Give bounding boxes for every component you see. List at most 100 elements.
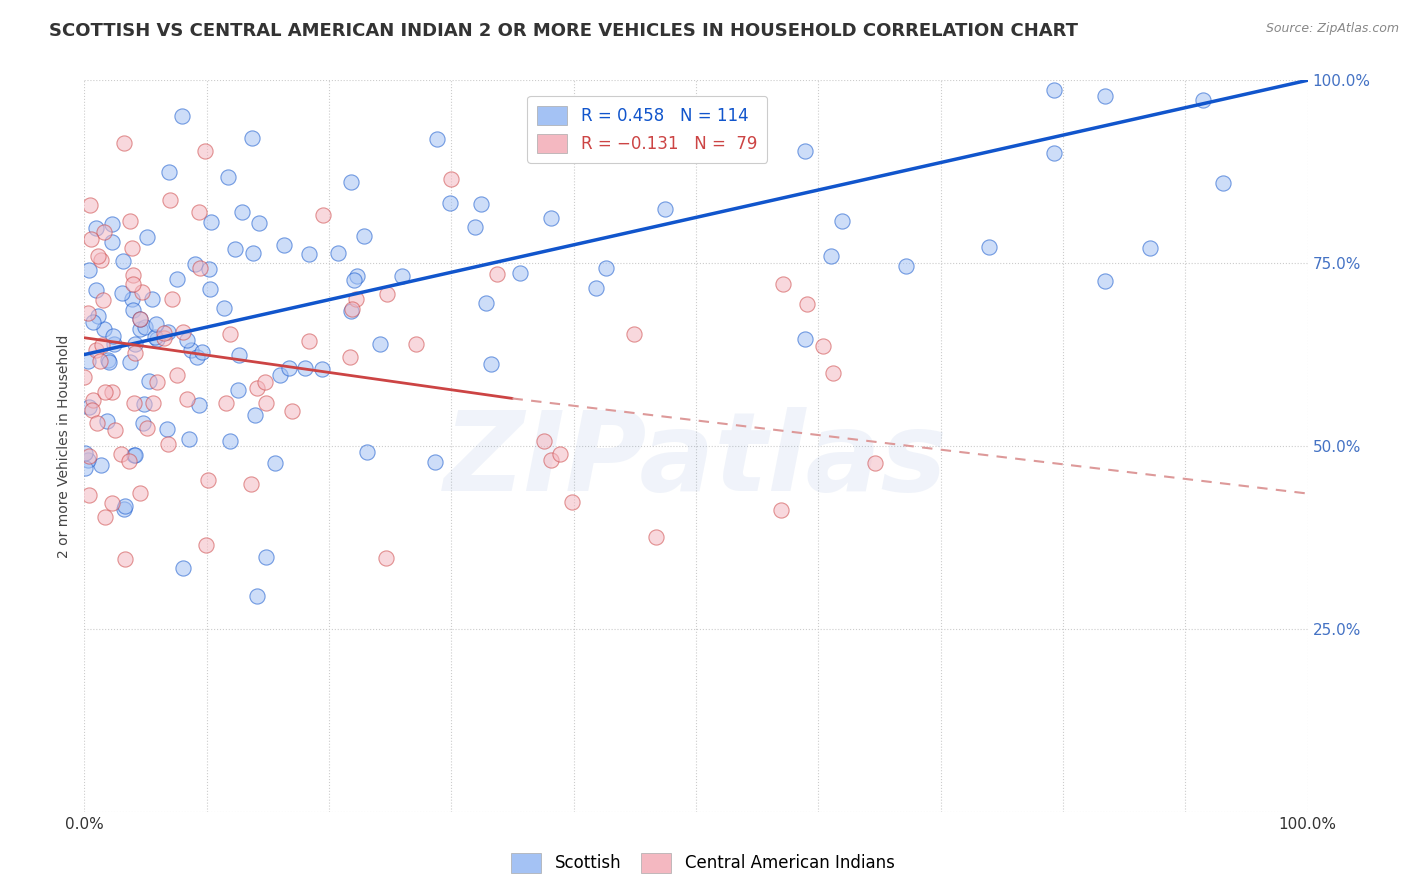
Point bbox=[166, 272, 188, 286]
Point bbox=[77, 450, 100, 464]
Point bbox=[194, 538, 217, 552]
Point bbox=[1212, 176, 1234, 190]
Point bbox=[80, 232, 103, 246]
Point bbox=[75, 446, 97, 460]
Point bbox=[391, 269, 413, 284]
Point bbox=[82, 392, 104, 407]
Point bbox=[796, 297, 818, 311]
Point bbox=[550, 447, 572, 461]
Point bbox=[254, 396, 277, 410]
Point bbox=[278, 361, 301, 376]
Point bbox=[240, 477, 263, 491]
Point bbox=[132, 417, 155, 431]
Point bbox=[197, 473, 219, 487]
Point bbox=[110, 285, 132, 300]
Point bbox=[145, 332, 167, 346]
Point bbox=[1094, 88, 1116, 103]
Point bbox=[177, 432, 200, 446]
Point bbox=[104, 423, 127, 437]
Point bbox=[134, 397, 156, 411]
Point bbox=[464, 220, 486, 235]
Point bbox=[166, 368, 188, 383]
Legend: Scottish, Central American Indians: Scottish, Central American Indians bbox=[505, 847, 901, 880]
Point bbox=[73, 369, 96, 384]
Point bbox=[246, 589, 269, 603]
Point bbox=[246, 381, 269, 395]
Point bbox=[87, 309, 110, 323]
Point bbox=[585, 281, 607, 295]
Point bbox=[852, 49, 875, 63]
Point bbox=[215, 396, 238, 410]
Point bbox=[121, 292, 143, 306]
Point bbox=[346, 269, 368, 284]
Point bbox=[426, 132, 449, 146]
Point bbox=[485, 267, 508, 281]
Point bbox=[143, 330, 166, 344]
Point bbox=[247, 215, 270, 229]
Point bbox=[121, 241, 143, 255]
Point bbox=[122, 395, 145, 409]
Point bbox=[342, 273, 364, 287]
Point bbox=[281, 404, 304, 418]
Point bbox=[76, 452, 98, 467]
Point bbox=[793, 332, 815, 346]
Point bbox=[90, 458, 112, 472]
Point bbox=[172, 560, 194, 574]
Point bbox=[86, 416, 108, 430]
Point bbox=[186, 350, 208, 364]
Point bbox=[188, 204, 211, 219]
Point bbox=[124, 448, 146, 462]
Point bbox=[146, 376, 169, 390]
Point bbox=[374, 551, 396, 566]
Point bbox=[1042, 82, 1064, 96]
Point bbox=[405, 337, 427, 351]
Point bbox=[73, 461, 96, 475]
Point bbox=[228, 348, 250, 362]
Point bbox=[94, 384, 117, 399]
Point bbox=[121, 268, 143, 283]
Point bbox=[423, 455, 446, 469]
Point bbox=[242, 246, 264, 260]
Point bbox=[93, 225, 115, 239]
Point bbox=[1139, 242, 1161, 256]
Point bbox=[145, 317, 167, 331]
Point bbox=[475, 296, 498, 310]
Point bbox=[110, 447, 132, 461]
Point bbox=[135, 229, 157, 244]
Point bbox=[77, 488, 100, 502]
Text: Source: ZipAtlas.com: Source: ZipAtlas.com bbox=[1265, 22, 1399, 36]
Point bbox=[138, 374, 160, 388]
Point bbox=[470, 197, 492, 211]
Point bbox=[1043, 146, 1066, 161]
Point bbox=[188, 260, 211, 275]
Point bbox=[219, 434, 242, 448]
Point bbox=[294, 361, 316, 376]
Point bbox=[129, 485, 152, 500]
Point bbox=[176, 333, 198, 347]
Point bbox=[962, 64, 984, 78]
Point bbox=[194, 144, 217, 158]
Point bbox=[118, 355, 141, 369]
Point bbox=[93, 293, 115, 307]
Point bbox=[240, 131, 263, 145]
Point bbox=[187, 398, 209, 412]
Point bbox=[100, 235, 122, 249]
Point bbox=[170, 109, 193, 123]
Point bbox=[298, 334, 321, 348]
Point bbox=[479, 357, 502, 371]
Point bbox=[124, 337, 146, 351]
Point bbox=[103, 336, 125, 351]
Point bbox=[654, 202, 676, 216]
Point bbox=[80, 402, 103, 417]
Point bbox=[561, 495, 583, 509]
Point bbox=[772, 277, 794, 291]
Point bbox=[94, 510, 117, 524]
Point bbox=[865, 456, 887, 470]
Point bbox=[342, 302, 364, 317]
Legend: R = 0.458   N = 114, R = −0.131   N =  79: R = 0.458 N = 114, R = −0.131 N = 79 bbox=[527, 96, 766, 162]
Point bbox=[77, 353, 100, 368]
Point bbox=[87, 249, 110, 263]
Point bbox=[353, 228, 375, 243]
Point bbox=[101, 217, 124, 231]
Point bbox=[623, 326, 645, 341]
